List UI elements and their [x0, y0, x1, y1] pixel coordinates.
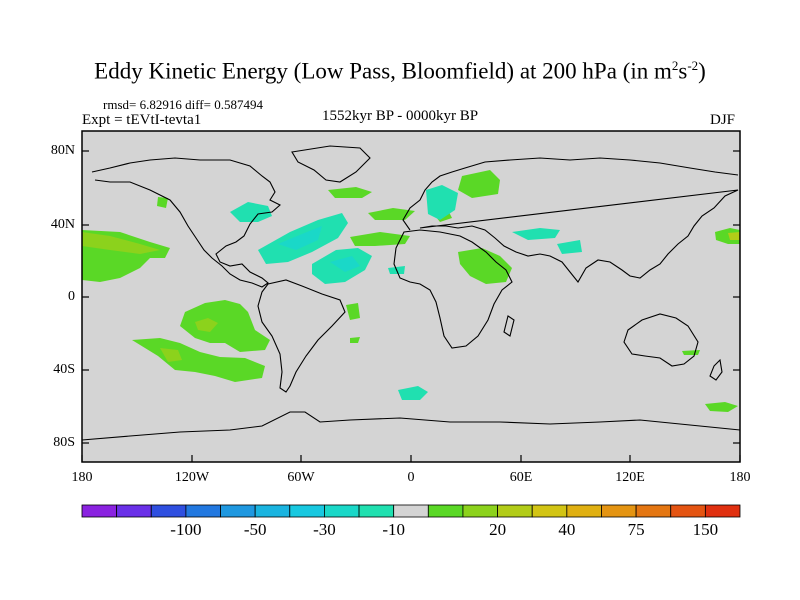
coastlines — [81, 145, 741, 441]
coastline-australia — [623, 313, 699, 367]
contour-fill — [82, 170, 740, 412]
colorbar-label: -50 — [243, 520, 267, 539]
field-region-negative — [278, 226, 322, 250]
field-region-positive — [705, 402, 738, 412]
field-region-positive — [82, 232, 160, 254]
coastline-antarctica — [81, 411, 741, 441]
lon-label: 180 — [71, 470, 93, 485]
lon-label: 60W — [287, 470, 315, 485]
colorbar-swatch — [254, 504, 291, 518]
colorbar-label: 75 — [627, 520, 645, 539]
coastline-eurasia — [402, 157, 739, 283]
lon-label: 60E — [509, 470, 533, 485]
field-region-positive — [350, 232, 410, 246]
field-region-negative — [230, 202, 272, 222]
field-region-positive — [368, 208, 415, 220]
field-region-negative — [557, 240, 582, 254]
colorbar-swatch — [531, 504, 568, 518]
period-label: 1552kyr BP - 0000kyr BP — [322, 108, 479, 124]
colorbar-swatch — [289, 504, 325, 518]
colorbar-swatch — [462, 504, 498, 518]
colorbar-label: -30 — [313, 520, 336, 539]
colorbar-label: -100 — [170, 520, 202, 539]
colorbar — [81, 504, 741, 518]
colorbar-swatch — [704, 504, 741, 518]
colorbar-swatch — [324, 504, 360, 518]
field-region-positive — [195, 318, 218, 332]
map-title: Eddy Kinetic Energy (Low Pass, Bloomfiel… — [94, 58, 706, 84]
field-region-positive — [728, 232, 740, 240]
coastline-africa — [393, 229, 513, 349]
field-region-positive — [328, 187, 372, 198]
lat-label: 0 — [68, 289, 75, 304]
colorbar-swatch — [185, 504, 221, 518]
lat-label: 40S — [53, 362, 75, 377]
stats-text: rmsd= 6.82916 diff= 0.587494 — [103, 97, 263, 112]
colorbar-swatch — [635, 504, 672, 518]
colorbar-swatch — [81, 504, 118, 518]
field-region-negative — [426, 185, 458, 220]
season-label: DJF — [710, 112, 736, 128]
map-background — [82, 131, 740, 462]
field-region-positive — [350, 337, 360, 343]
colorbar-swatch — [358, 504, 395, 518]
experiment-label: Expt = tEVtI-tevta1 — [82, 112, 202, 128]
lat-label: 40N — [50, 217, 75, 232]
coastline-madagascar — [503, 315, 515, 337]
colorbar-label: 150 — [692, 520, 719, 539]
colorbar-label: 20 — [489, 520, 507, 539]
field-region-positive — [157, 197, 168, 208]
field-region-positive — [180, 300, 270, 352]
colorbar-swatch — [566, 504, 602, 518]
colorbar-swatch — [220, 504, 256, 518]
coastline-south-america — [257, 279, 346, 393]
field-region-positive — [458, 170, 500, 198]
colorbar-swatch — [393, 504, 429, 518]
colorbar-swatch — [670, 504, 706, 518]
lon-label: 0 — [407, 470, 415, 485]
field-region-negative — [398, 386, 428, 400]
lat-label: 80S — [53, 435, 75, 450]
colorbar-swatch — [116, 504, 152, 518]
field-region-positive — [160, 348, 182, 362]
axis-ticks — [81, 150, 741, 462]
field-region-negative — [330, 256, 360, 272]
lon-label: 180 — [729, 470, 751, 485]
field-region-negative — [512, 228, 560, 240]
coastline-new-zealand — [709, 358, 723, 381]
coastline-greenland — [291, 145, 371, 183]
lon-label: 120W — [174, 470, 210, 485]
lat-label: 80N — [50, 143, 75, 158]
coastline-north-america — [91, 157, 281, 288]
colorbar-label: 40 — [558, 520, 576, 539]
field-region-positive — [458, 248, 512, 284]
lon-label: 120E — [615, 470, 645, 485]
map-panel — [81, 130, 741, 463]
colorbar-swatch — [427, 504, 464, 518]
colorbar-label: -10 — [382, 520, 405, 539]
colorbar-swatch — [601, 504, 637, 518]
field-region-positive — [346, 303, 360, 320]
colorbar-swatch — [497, 504, 533, 518]
colorbar-swatch — [150, 504, 187, 518]
